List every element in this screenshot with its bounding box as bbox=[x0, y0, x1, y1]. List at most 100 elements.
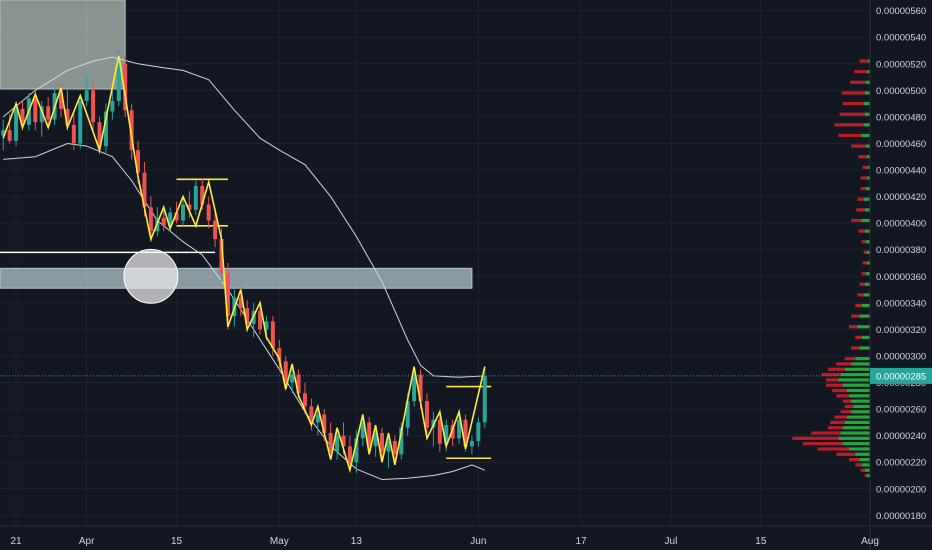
candle-body[interactable] bbox=[206, 204, 211, 221]
candle-body[interactable] bbox=[322, 414, 327, 434]
candle-body[interactable] bbox=[161, 217, 166, 226]
candle-body[interactable] bbox=[39, 106, 44, 123]
candle-body[interactable] bbox=[264, 321, 269, 330]
profile-bar-down bbox=[862, 165, 868, 169]
candle-body[interactable] bbox=[110, 100, 115, 112]
candle-body[interactable] bbox=[168, 212, 173, 226]
candle-body[interactable] bbox=[482, 375, 487, 423]
candle-body[interactable] bbox=[65, 108, 70, 125]
candle-body[interactable] bbox=[33, 98, 38, 123]
profile-bar-down bbox=[834, 123, 864, 127]
profile-bar-down bbox=[858, 155, 867, 159]
profile-bar-up bbox=[864, 468, 870, 472]
current-price-label: 0.00000285 bbox=[876, 371, 926, 382]
highlight-zone[interactable] bbox=[0, 0, 126, 90]
candle-body[interactable] bbox=[399, 427, 404, 455]
profile-bar-down bbox=[849, 325, 858, 329]
candle-body[interactable] bbox=[392, 440, 397, 455]
candle-body[interactable] bbox=[14, 108, 19, 141]
candle-body[interactable] bbox=[463, 419, 468, 447]
candle-body[interactable] bbox=[277, 348, 282, 362]
drawings[interactable] bbox=[0, 0, 492, 460]
candle-body[interactable] bbox=[71, 124, 76, 144]
current-price-badge[interactable] bbox=[870, 367, 932, 384]
candle-body[interactable] bbox=[283, 361, 288, 383]
candle-body[interactable] bbox=[424, 401, 429, 428]
y-tick-label: 0.00000320 bbox=[876, 325, 926, 336]
candle-body[interactable] bbox=[213, 220, 218, 240]
candle-body[interactable] bbox=[354, 438, 359, 463]
candle-body[interactable] bbox=[129, 110, 134, 151]
candle-body[interactable] bbox=[412, 374, 417, 402]
candle-body[interactable] bbox=[437, 419, 442, 444]
candle-body[interactable] bbox=[238, 297, 243, 309]
candle-body[interactable] bbox=[219, 239, 224, 274]
profile-bar-down bbox=[828, 367, 845, 371]
candle-body[interactable] bbox=[20, 108, 25, 125]
candle-body[interactable] bbox=[341, 435, 346, 447]
candle-body[interactable] bbox=[142, 172, 147, 208]
zigzag-line[interactable] bbox=[2, 55, 486, 474]
candle-body[interactable] bbox=[476, 422, 481, 441]
candle-body[interactable] bbox=[270, 321, 275, 349]
candle-body[interactable] bbox=[136, 150, 141, 173]
candle-body[interactable] bbox=[290, 374, 295, 383]
candle-body[interactable] bbox=[405, 401, 410, 428]
candle-body[interactable] bbox=[309, 406, 314, 423]
candle-body[interactable] bbox=[373, 433, 378, 447]
candle-body[interactable] bbox=[97, 122, 102, 147]
profile-bar-up bbox=[849, 447, 870, 451]
candle-body[interactable] bbox=[174, 212, 179, 221]
candle-body[interactable] bbox=[200, 185, 205, 205]
candle-body[interactable] bbox=[367, 422, 372, 447]
candle-body[interactable] bbox=[180, 204, 185, 221]
highlight-zone[interactable] bbox=[0, 267, 473, 289]
candle-body[interactable] bbox=[193, 185, 198, 210]
candle-body[interactable] bbox=[187, 204, 192, 210]
candle-body[interactable] bbox=[315, 414, 320, 423]
candle-body[interactable] bbox=[7, 130, 12, 141]
candle-body[interactable] bbox=[123, 63, 128, 111]
candle-body[interactable] bbox=[444, 425, 449, 444]
candle-body[interactable] bbox=[225, 273, 230, 317]
profile-bar-up bbox=[855, 357, 870, 361]
candle-body[interactable] bbox=[469, 440, 474, 447]
profile-bar-up bbox=[851, 362, 870, 366]
candle-body[interactable] bbox=[78, 100, 83, 144]
candle-body[interactable] bbox=[1, 130, 6, 136]
candle-body[interactable] bbox=[335, 435, 340, 452]
candle-body[interactable] bbox=[84, 90, 89, 101]
profile-bar-down bbox=[855, 463, 862, 467]
candle-body[interactable] bbox=[46, 106, 51, 120]
bollinger-upper-line bbox=[2, 56, 485, 378]
candle-body[interactable] bbox=[245, 308, 250, 325]
candle-body[interactable] bbox=[91, 90, 96, 123]
circle-marker[interactable] bbox=[123, 248, 179, 304]
candle-body[interactable] bbox=[380, 433, 385, 452]
y-tick-label: 0.00000420 bbox=[876, 192, 926, 203]
candle-body[interactable] bbox=[360, 422, 365, 439]
candle-body[interactable] bbox=[258, 310, 263, 330]
zigzag-lines[interactable] bbox=[2, 55, 486, 474]
candle-body[interactable] bbox=[328, 433, 333, 452]
candle-body[interactable] bbox=[418, 374, 423, 402]
candle-body[interactable] bbox=[347, 446, 352, 463]
profile-bar-down bbox=[854, 70, 867, 74]
candle-body[interactable] bbox=[450, 425, 455, 439]
profile-bar-up bbox=[866, 155, 870, 159]
profile-bar-down bbox=[851, 144, 866, 148]
candle-body[interactable] bbox=[386, 440, 391, 452]
y-tick-label: 0.00000500 bbox=[876, 86, 926, 97]
candle-body[interactable] bbox=[59, 92, 63, 109]
profile-bar-down bbox=[858, 229, 865, 233]
candle-body[interactable] bbox=[116, 63, 121, 101]
candle-body[interactable] bbox=[296, 374, 301, 394]
profile-bar-up bbox=[861, 463, 870, 467]
candle-body[interactable] bbox=[302, 393, 307, 407]
profile-bar-down bbox=[838, 133, 862, 138]
candle-body[interactable] bbox=[148, 207, 153, 232]
candle-body[interactable] bbox=[457, 419, 462, 439]
candle-body[interactable] bbox=[103, 111, 108, 147]
